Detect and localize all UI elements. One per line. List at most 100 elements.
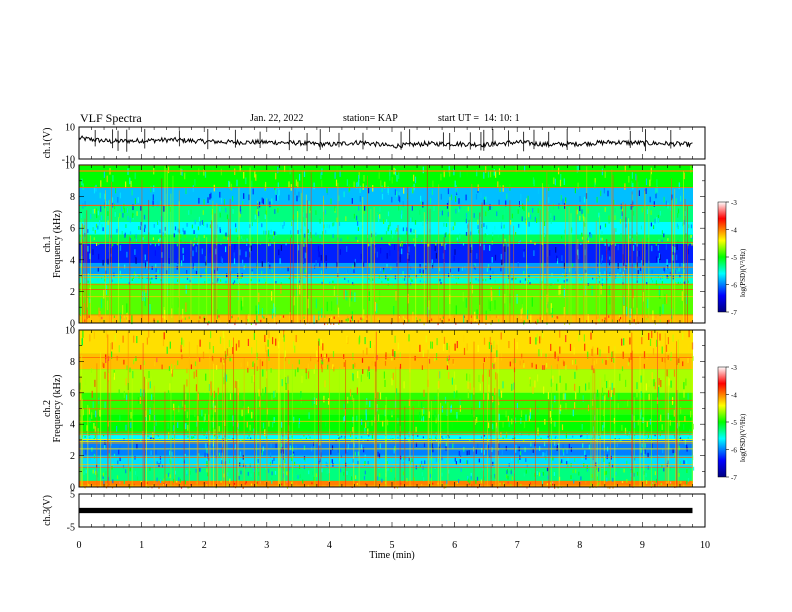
psd-cell: [217, 224, 219, 229]
psd-cell: [369, 257, 371, 263]
psd-cell: [481, 448, 483, 453]
psd-cell: [502, 226, 504, 231]
psd-cell: [361, 419, 363, 425]
psd-cell: [403, 456, 405, 461]
psd-cell: [215, 248, 217, 255]
psd-cell: [423, 407, 425, 414]
psd-cell: [125, 469, 127, 474]
psd-cell: [572, 469, 574, 474]
psd-cell: [116, 242, 118, 246]
psd-cell: [158, 419, 160, 426]
psd-cell: [258, 471, 260, 476]
psd-cell: [268, 356, 270, 361]
psd-cell: [410, 204, 412, 211]
psd-cell: [89, 417, 91, 423]
psd-cell: [399, 243, 401, 247]
psd-cell: [408, 319, 410, 322]
psd-cell: [492, 237, 494, 241]
psd-cell: [604, 374, 606, 382]
psd-cell: [256, 262, 258, 269]
psd-cell: [658, 378, 660, 386]
psd-cell: [119, 481, 121, 484]
psd-cell: [351, 395, 353, 402]
psd-cell: [207, 322, 209, 326]
psd-cell: [80, 306, 82, 316]
psd-cell: [284, 165, 286, 172]
psd-cell: [624, 165, 626, 172]
psd-cell: [372, 185, 374, 192]
psd-cell: [194, 410, 196, 417]
psd-cell: [565, 402, 567, 410]
psd-cell: [136, 476, 139, 481]
psd-cell: [679, 274, 681, 278]
psd-cell: [195, 384, 198, 392]
psd-cell: [382, 420, 384, 427]
psd-cell: [258, 211, 260, 217]
psd-cell: [264, 334, 266, 342]
psd-cell: [210, 331, 212, 339]
frequency-band: [79, 234, 693, 244]
psd-cell: [352, 427, 354, 433]
psd-cell: [410, 277, 412, 281]
psd-cell: [119, 445, 121, 451]
psd-cell: [204, 385, 206, 393]
psd-cell: [511, 457, 513, 462]
psd-cell: [447, 188, 449, 195]
psd-cell: [328, 481, 330, 484]
psd-cell: [157, 483, 160, 486]
psd-cell: [660, 277, 662, 280]
psd-cell: [641, 442, 643, 448]
psd-cell: [538, 362, 540, 368]
psd-cell: [99, 310, 101, 321]
psd-cell: [239, 235, 241, 239]
psd-cell: [411, 217, 413, 222]
psd-cell: [559, 179, 562, 187]
psd-cell: [275, 188, 277, 195]
psd-cell: [683, 382, 685, 390]
psd-cell: [422, 201, 424, 208]
psd-cell: [239, 249, 241, 256]
psd-cell: [448, 318, 450, 322]
psd-cell: [477, 219, 479, 225]
psd-cell: [155, 264, 157, 268]
psd-cell: [502, 214, 504, 220]
psd-cell: [605, 251, 607, 257]
psd-cell: [232, 347, 234, 355]
psd-cell: [683, 390, 685, 398]
psd-cell: [372, 278, 374, 281]
psd-cell: [132, 371, 134, 379]
psd-cell: [543, 233, 545, 237]
psd-cell: [346, 471, 348, 475]
psd-cell: [556, 383, 558, 391]
psd-cell: [142, 237, 144, 240]
psd-cell: [428, 300, 430, 310]
psd-cell: [681, 291, 683, 301]
psd-cell: [399, 237, 401, 241]
psd-cell: [397, 436, 399, 439]
psd-cell: [654, 434, 656, 437]
psd-cell: [193, 242, 195, 246]
psd-cell: [272, 337, 274, 345]
psd-cell: [677, 208, 680, 214]
psd-cell: [554, 395, 556, 403]
psd-cell: [168, 258, 170, 264]
psd-cell: [297, 367, 299, 373]
psd-cell: [405, 233, 408, 238]
psd-cell: [648, 380, 650, 388]
psd-cell: [231, 315, 233, 319]
y-tick-label: 0: [70, 483, 75, 494]
psd-cell: [645, 178, 648, 186]
psd-cell: [439, 318, 441, 321]
psd-cell: [412, 186, 414, 194]
psd-cell: [364, 205, 366, 211]
psd-cell: [172, 415, 174, 422]
psd-cell: [523, 423, 525, 429]
psd-cell: [184, 453, 186, 459]
psd-cell: [255, 174, 257, 181]
psd-cell: [264, 214, 266, 220]
psd-cell: [669, 320, 672, 324]
psd-cell: [551, 308, 553, 318]
psd-cell: [655, 478, 658, 483]
psd-cell: [602, 280, 604, 283]
psd-cell: [119, 312, 121, 323]
